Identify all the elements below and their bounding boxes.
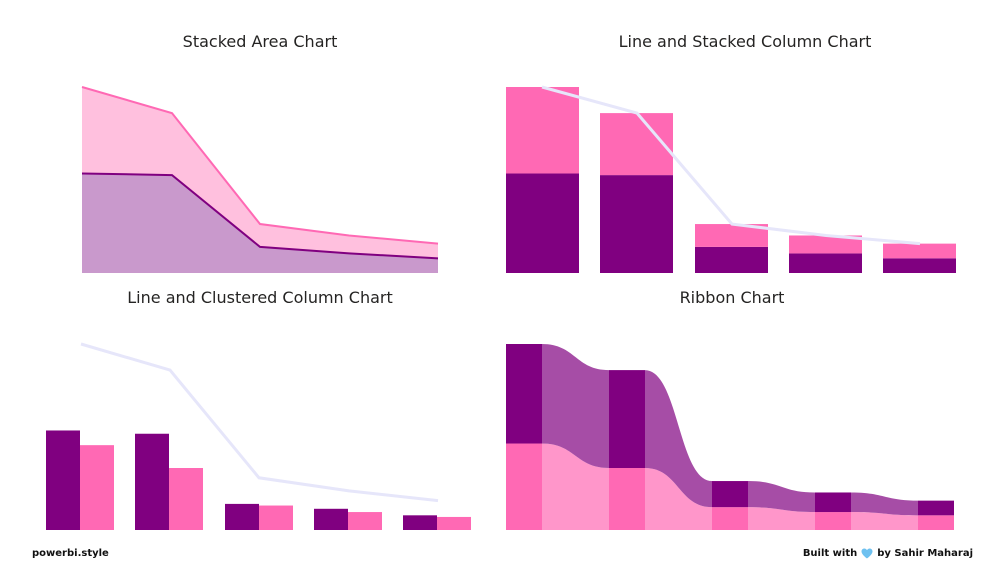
area-series-1: [82, 173, 438, 273]
column-series-2: [883, 243, 956, 259]
stacked-area-chart: Stacked Area Chart: [81, 32, 439, 273]
ribbon-series-2: [851, 512, 918, 530]
area-line-series-1: [81, 172, 439, 260]
column-series-1: [883, 258, 956, 273]
ribbon-series-1: [542, 344, 609, 468]
footer-credit-suffix: by Sahir Maharaj: [877, 548, 973, 559]
column-series-2: [609, 468, 645, 530]
column-series-1: [314, 508, 348, 530]
column-series-2: [506, 443, 542, 530]
column-series-2: [918, 515, 954, 530]
line-stacked-column-chart: Line and Stacked Column Chart: [506, 32, 956, 273]
column-series-1: [46, 430, 80, 530]
column-series-2: [348, 512, 382, 530]
column-series-1: [712, 481, 748, 508]
column-series-1: [789, 253, 862, 273]
column-series-1: [506, 173, 579, 273]
chart-title: Line and Clustered Column Chart: [127, 288, 392, 307]
ribbon-series-1: [645, 370, 712, 508]
line-series: [541, 85, 921, 246]
column-series-2: [506, 87, 579, 174]
column-series-1: [600, 175, 673, 273]
column-series-1: [225, 503, 259, 530]
ribbon-series-2: [645, 468, 712, 530]
column-series-2: [695, 224, 768, 247]
line-clustered-column-chart: Line and Clustered Column Chart: [46, 288, 471, 530]
ribbon-series-1: [748, 481, 815, 513]
column-series-1: [403, 515, 437, 530]
chart-title: Line and Stacked Column Chart: [619, 32, 872, 51]
footer-credit: Built with by Sahir Maharaj: [803, 548, 973, 559]
footer-credit-prefix: Built with: [802, 548, 858, 559]
ribbon-series-2: [542, 443, 609, 530]
ribbon-series-2: [748, 507, 815, 530]
ribbon-series-1: [851, 492, 918, 516]
column-series-2: [169, 468, 203, 530]
column-series-1: [506, 344, 542, 444]
ribbon-chart: Ribbon Chart: [506, 288, 954, 530]
area-series-2: [82, 87, 438, 259]
chart-title: Ribbon Chart: [680, 288, 785, 307]
column-series-2: [259, 505, 293, 530]
column-series-2: [80, 445, 114, 530]
column-series-2: [437, 516, 471, 530]
column-series-2: [712, 507, 748, 530]
column-series-2: [789, 235, 862, 254]
column-series-2: [815, 512, 851, 530]
column-series-1: [695, 246, 768, 273]
column-series-1: [918, 500, 954, 516]
column-series-2: [600, 113, 673, 176]
area-line-series-2: [81, 86, 439, 245]
column-series-1: [135, 433, 169, 530]
blue-heart-icon: [861, 548, 873, 559]
chart-title: Stacked Area Chart: [183, 32, 338, 51]
line-series: [80, 342, 439, 503]
footer-brand: powerbi.style: [32, 548, 109, 559]
column-series-1: [815, 492, 851, 513]
column-series-1: [609, 370, 645, 468]
